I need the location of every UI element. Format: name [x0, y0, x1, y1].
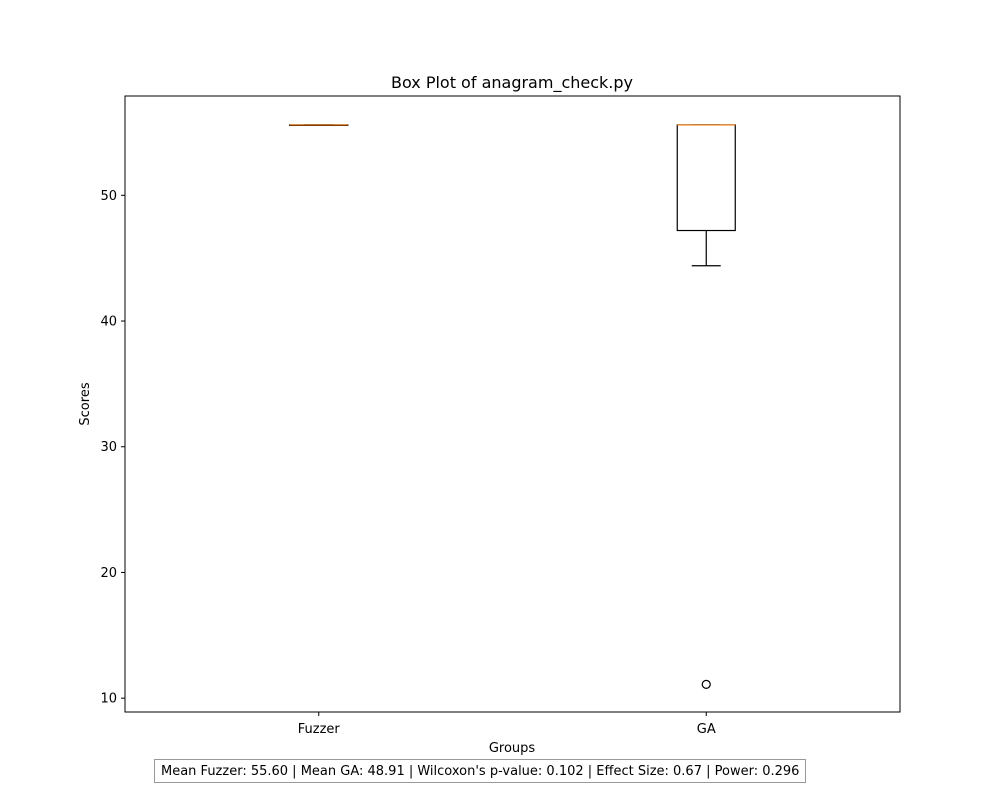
y-axis: 10 20 30 40 50: [100, 189, 125, 707]
x-tick-label: Fuzzer: [298, 722, 341, 737]
outlier-point: [701, 679, 711, 689]
y-tick-label: 40: [100, 315, 117, 330]
x-axis: Fuzzer GA: [298, 712, 716, 737]
chart-title: Box Plot of anagram_check.py: [391, 73, 633, 93]
x-axis-label: Groups: [489, 741, 536, 756]
y-tick-label: 20: [100, 566, 117, 581]
box-iqr: [676, 124, 736, 232]
y-axis-label: Scores: [78, 382, 93, 425]
stats-summary-box: Mean Fuzzer: 55.60 | Mean GA: 48.91 | Wi…: [154, 759, 807, 783]
plot-area: [124, 95, 901, 713]
box-fuzzer: [289, 124, 349, 127]
boxes-layer: [289, 124, 736, 689]
y-tick-label: 30: [100, 440, 117, 455]
y-tick-label: 10: [100, 692, 117, 707]
box-ga: [676, 124, 736, 689]
x-tick-label: GA: [697, 722, 716, 737]
y-tick-label: 50: [100, 189, 117, 204]
